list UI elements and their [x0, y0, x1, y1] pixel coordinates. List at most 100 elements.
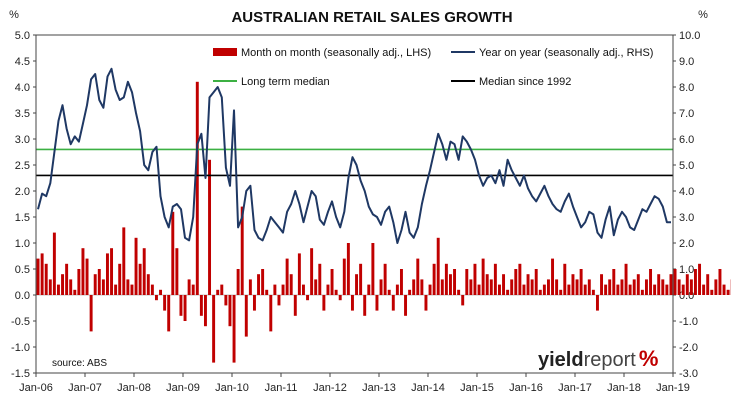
- mom-bar: [473, 263, 477, 295]
- mom-bar: [453, 269, 457, 295]
- x-tick-label: Jan-13: [362, 382, 396, 394]
- y-right-tick-label: 3.0: [679, 212, 694, 224]
- mom-bar: [314, 279, 318, 295]
- mom-bar: [399, 269, 403, 295]
- mom-bar: [448, 274, 452, 295]
- mom-bar: [191, 284, 195, 295]
- mom-bar: [510, 279, 514, 295]
- y-right-tick-label: -3.0: [679, 368, 698, 380]
- mom-bar: [306, 295, 310, 301]
- mom-bar: [212, 295, 216, 363]
- mom-bar: [653, 284, 657, 295]
- y-right-tick-label: 9.0: [679, 56, 694, 68]
- mom-bar: [216, 289, 220, 295]
- mom-bar: [150, 284, 154, 295]
- mom-bar: [698, 263, 702, 295]
- mom-bars: [36, 81, 731, 363]
- mom-bar: [265, 289, 269, 295]
- mom-bar: [710, 289, 714, 295]
- mom-bar: [220, 284, 224, 295]
- mom-bar: [428, 284, 432, 295]
- mom-bar: [661, 279, 665, 295]
- legend-ltm-label: Long term median: [241, 76, 330, 88]
- mom-bar: [81, 248, 85, 295]
- mom-bar: [105, 253, 109, 295]
- mom-bar: [289, 274, 293, 295]
- mom-bar: [636, 274, 640, 295]
- y-left-tick-label: 0.0: [15, 290, 30, 302]
- mom-bar: [444, 263, 448, 295]
- mom-bar: [310, 248, 314, 295]
- mom-bar: [85, 258, 89, 295]
- x-tick-label: Jan-09: [166, 382, 200, 394]
- mom-bar: [485, 274, 489, 295]
- mom-bar: [689, 279, 693, 295]
- mom-bar: [244, 295, 248, 337]
- mom-bar: [420, 279, 424, 295]
- mom-bar: [122, 227, 126, 295]
- mom-bar: [224, 295, 228, 306]
- axis-ticks: 5.0 4.5 4.0 3.5 3.0 2.5 2.0 1.5 1.0 0.5 0.0 -0.5 -1.…: [11, 30, 700, 394]
- mom-bar: [685, 274, 689, 295]
- y-left-tick-label: 0.5: [15, 264, 30, 276]
- mom-bar: [600, 274, 604, 295]
- mom-bar: [706, 274, 710, 295]
- mom-bar: [571, 274, 575, 295]
- y-right-tick-label: 5.0: [679, 160, 694, 172]
- mom-bar: [228, 295, 232, 327]
- mom-bar: [567, 284, 571, 295]
- mom-bar: [171, 211, 175, 295]
- legend-mom-swatch: [213, 48, 237, 56]
- y-left-tick-label: 3.5: [15, 108, 30, 120]
- legend: Month on month (seasonally adj., LHS) Ye…: [213, 47, 653, 88]
- mom-bar: [518, 263, 522, 295]
- mom-bar: [293, 295, 297, 316]
- mom-bar: [355, 274, 359, 295]
- y-left-tick-label: 1.5: [15, 212, 30, 224]
- mom-bar: [297, 253, 301, 295]
- mom-bar: [363, 295, 367, 316]
- mom-bar: [526, 274, 530, 295]
- mom-bar: [693, 269, 697, 295]
- mom-bar: [481, 258, 485, 295]
- mom-bar: [502, 274, 506, 295]
- mom-bar: [281, 284, 285, 295]
- chart-title: AUSTRALIAN RETAIL SALES GROWTH: [231, 9, 512, 26]
- mom-bar: [506, 289, 510, 295]
- x-tick-label: Jan-18: [607, 382, 641, 394]
- mom-bar: [73, 289, 77, 295]
- mom-bar: [579, 269, 583, 295]
- mom-bar: [301, 284, 305, 295]
- mom-bar: [371, 243, 375, 295]
- y-left-tick-label: 4.5: [15, 56, 30, 68]
- mom-bar: [179, 295, 183, 316]
- y-left-tick-label: -1.0: [11, 342, 30, 354]
- mom-bar: [440, 279, 444, 295]
- mom-bar: [632, 279, 636, 295]
- mom-bar: [277, 295, 281, 306]
- mom-bar: [583, 284, 587, 295]
- y-right-tick-label: -2.0: [679, 342, 698, 354]
- mom-bar: [493, 263, 497, 295]
- mom-bar: [408, 289, 412, 295]
- mom-bar: [110, 248, 114, 295]
- mom-bar: [330, 269, 334, 295]
- mom-bar: [36, 258, 40, 295]
- mom-bar: [432, 263, 436, 295]
- mom-bar: [702, 284, 706, 295]
- mom-bar: [461, 295, 465, 306]
- mom-bar: [575, 279, 579, 295]
- mom-bar: [101, 279, 105, 295]
- mom-bar: [318, 263, 322, 295]
- source-note: source: ABS: [52, 358, 107, 369]
- mom-bar: [146, 274, 150, 295]
- y-right-tick-label: 8.0: [679, 82, 694, 94]
- x-tick-label: Jan-10: [215, 382, 249, 394]
- mom-bar: [383, 263, 387, 295]
- mom-bar: [514, 269, 518, 295]
- mom-bar: [285, 258, 289, 295]
- mom-bar: [334, 289, 338, 295]
